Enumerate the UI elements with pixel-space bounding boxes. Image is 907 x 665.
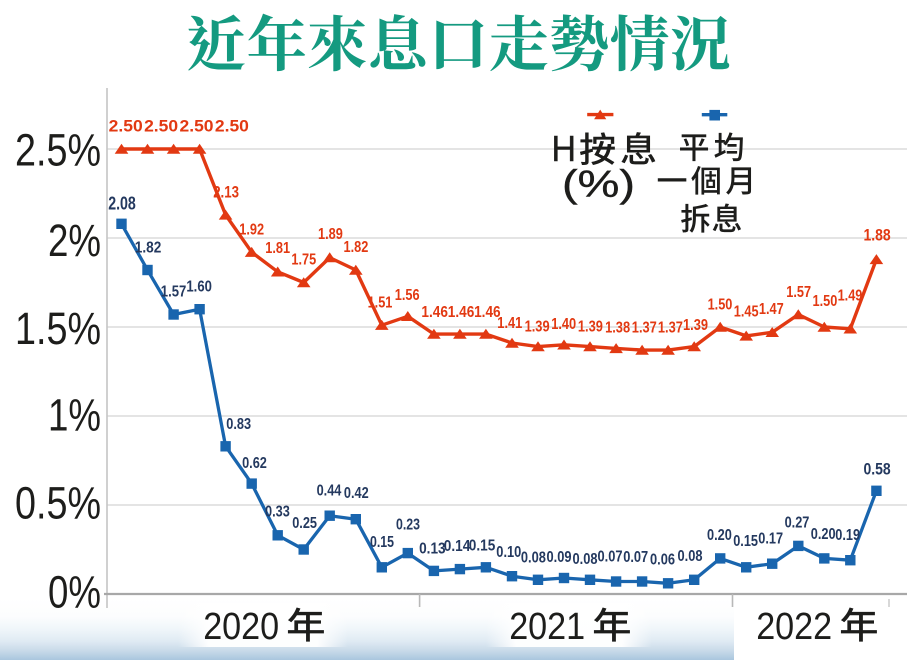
svg-text:1.82: 1.82: [344, 239, 369, 256]
svg-text:1.46: 1.46: [421, 304, 448, 321]
svg-text:2.08: 2.08: [108, 194, 136, 214]
svg-text:0.08: 0.08: [573, 551, 598, 568]
svg-text:0.25: 0.25: [292, 515, 317, 532]
svg-text:0.15: 0.15: [469, 538, 496, 555]
svg-text:1.50: 1.50: [708, 297, 733, 314]
svg-text:1.57: 1.57: [786, 284, 811, 301]
svg-text:1.89: 1.89: [318, 226, 343, 243]
svg-text:1.37: 1.37: [632, 320, 657, 337]
svg-text:0.15: 0.15: [370, 534, 394, 551]
svg-text:1.75: 1.75: [291, 252, 316, 269]
svg-text:0.06: 0.06: [650, 551, 675, 568]
svg-text:H: H: [552, 128, 577, 169]
svg-text:0.33: 0.33: [265, 504, 290, 521]
svg-text:1.81: 1.81: [265, 240, 290, 257]
svg-text:0.17: 0.17: [758, 531, 783, 548]
svg-text:1.39: 1.39: [525, 318, 550, 335]
svg-text:1.56: 1.56: [395, 287, 420, 304]
svg-text:1.39: 1.39: [683, 317, 708, 334]
svg-text:1.40: 1.40: [551, 316, 576, 333]
svg-text:1.37: 1.37: [658, 320, 683, 337]
svg-text:0.83: 0.83: [226, 416, 251, 433]
svg-text:1.57: 1.57: [161, 283, 187, 300]
svg-text:1.92: 1.92: [239, 221, 264, 238]
svg-text:2.50: 2.50: [215, 116, 249, 135]
svg-text:0.09: 0.09: [547, 549, 572, 566]
svg-text:1.46: 1.46: [474, 304, 501, 321]
svg-text:0.07: 0.07: [598, 549, 623, 566]
svg-text:2.50: 2.50: [180, 116, 214, 135]
svg-text:0.08: 0.08: [521, 550, 546, 567]
svg-text:1.51: 1.51: [368, 294, 393, 311]
svg-text:0.08: 0.08: [678, 548, 703, 565]
svg-text:0.15: 0.15: [733, 533, 758, 550]
svg-text:1.46: 1.46: [448, 304, 475, 321]
svg-text:2.5%: 2.5%: [15, 124, 101, 175]
svg-text:(%): (%): [562, 164, 635, 206]
svg-text:1.88: 1.88: [864, 226, 891, 244]
svg-text:1.5%: 1.5%: [15, 303, 101, 354]
svg-text:2021: 2021: [509, 606, 585, 648]
svg-text:0.23: 0.23: [396, 517, 420, 534]
svg-text:0.13: 0.13: [419, 541, 446, 558]
svg-text:2.13: 2.13: [213, 183, 239, 201]
svg-text:0.07: 0.07: [623, 549, 648, 566]
svg-text:0.44: 0.44: [317, 482, 342, 499]
svg-text:0.20: 0.20: [707, 527, 732, 544]
svg-text:0.62: 0.62: [242, 455, 267, 472]
svg-text:0.20: 0.20: [811, 526, 836, 543]
svg-text:0.58: 0.58: [864, 460, 891, 478]
svg-text:1.38: 1.38: [605, 320, 630, 337]
svg-text:0.42: 0.42: [344, 485, 369, 502]
svg-text:1%: 1%: [48, 390, 101, 441]
svg-text:0.19: 0.19: [835, 527, 860, 544]
svg-text:1.49: 1.49: [838, 288, 863, 305]
svg-text:0.10: 0.10: [496, 544, 521, 561]
svg-text:1.45: 1.45: [734, 304, 759, 321]
svg-text:1.50: 1.50: [813, 293, 838, 310]
svg-text:1.82: 1.82: [135, 240, 162, 257]
svg-text:2.50: 2.50: [109, 116, 143, 135]
svg-text:0.14: 0.14: [444, 538, 471, 555]
svg-text:0.5%: 0.5%: [15, 478, 101, 529]
svg-text:1.41: 1.41: [497, 315, 522, 332]
svg-text:1.39: 1.39: [578, 318, 603, 335]
svg-text:0.27: 0.27: [785, 515, 810, 532]
svg-text:1.60: 1.60: [186, 278, 212, 295]
svg-text:2020: 2020: [203, 606, 279, 648]
svg-text:2%: 2%: [48, 215, 101, 266]
svg-text:0%: 0%: [48, 567, 101, 618]
svg-text:2022: 2022: [756, 606, 832, 648]
svg-text:1.47: 1.47: [759, 301, 784, 318]
svg-text:2.50: 2.50: [144, 116, 178, 135]
